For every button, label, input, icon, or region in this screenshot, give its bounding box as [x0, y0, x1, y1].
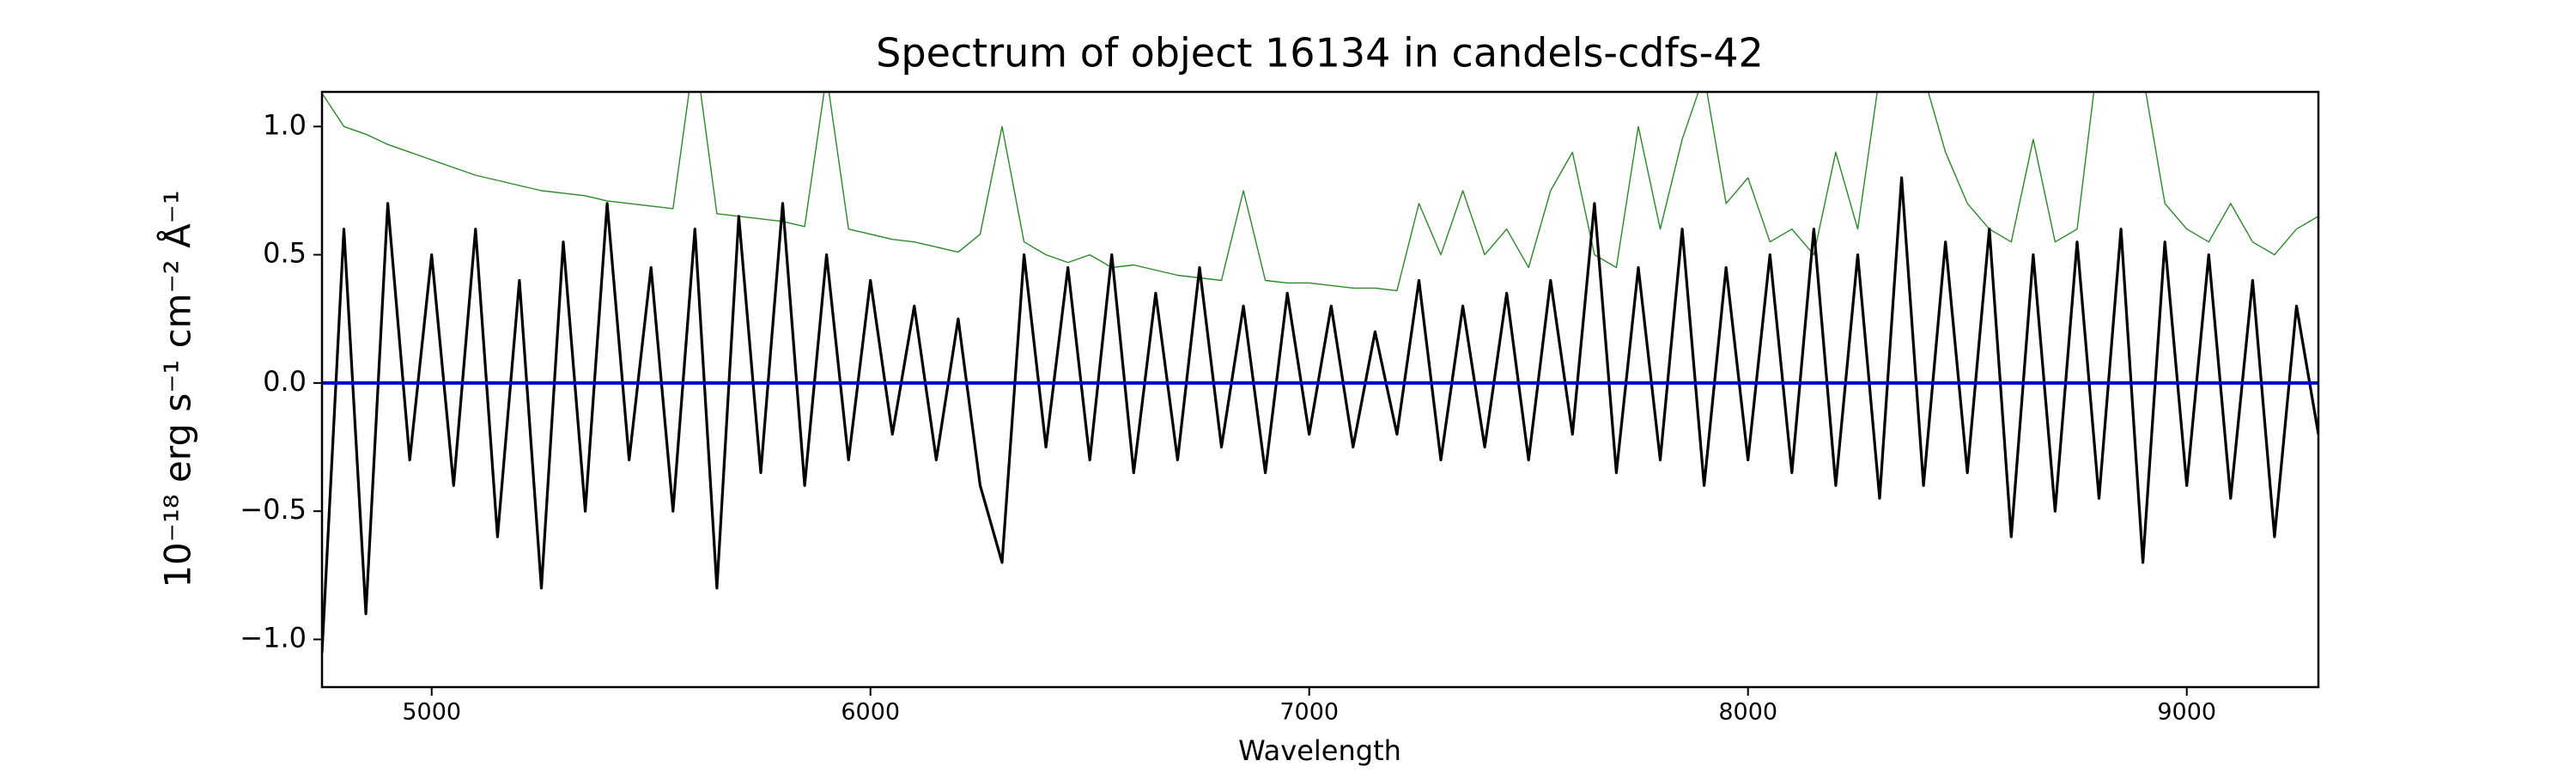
x-tick-label: 5000 [402, 699, 461, 726]
x-tick-label: 6000 [841, 699, 900, 726]
plot-area [322, 92, 2318, 653]
series-line [322, 176, 2318, 653]
x-axis-label: Wavelength [1238, 734, 1401, 767]
y-tick-label: −1.0 [240, 621, 307, 654]
chart-title: Spectrum of object 16134 in candels-cdfs… [876, 30, 1764, 76]
x-tick-label: 9000 [2157, 699, 2216, 726]
y-tick-label: 0.0 [263, 365, 307, 398]
plot-frame [320, 90, 2320, 689]
x-tick-label: 8000 [1718, 699, 1777, 726]
y-tick-label: 1.0 [263, 108, 307, 141]
y-axis-label: 10⁻¹⁸ erg s⁻¹ cm⁻² Å⁻¹ [156, 190, 199, 587]
series-line [322, 92, 2318, 292]
x-tick-label: 7000 [1279, 699, 1339, 726]
y-tick-label: −0.5 [240, 493, 307, 526]
y-tick-label: 0.5 [263, 237, 307, 270]
